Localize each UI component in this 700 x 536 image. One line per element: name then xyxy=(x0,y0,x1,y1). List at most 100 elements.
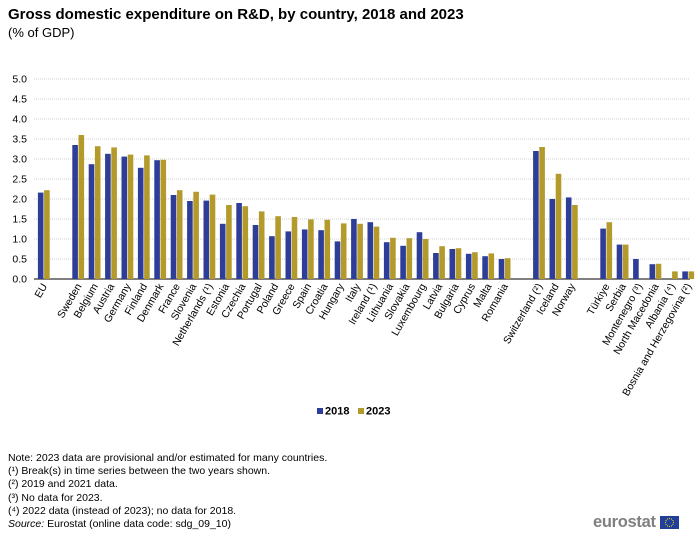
bar-2018 xyxy=(533,151,539,279)
bar-2023 xyxy=(111,147,117,279)
footnote-2: (²) 2019 and 2021 data. xyxy=(8,478,118,491)
bar-2023 xyxy=(606,222,613,279)
logo-text: eurostat xyxy=(593,513,656,531)
bar-2023 xyxy=(539,147,545,279)
bar-2018 xyxy=(72,145,78,279)
bar-2023 xyxy=(504,258,511,279)
bar-2018 xyxy=(498,259,505,279)
bar-2018 xyxy=(682,271,688,279)
bar-2018 xyxy=(433,253,439,279)
bar-2023 xyxy=(688,271,695,279)
bar-2018 xyxy=(616,244,623,279)
footnote-4: (⁴) 2022 data (instead of 2023); no data… xyxy=(8,504,237,517)
y-axis-ticks: 0.0 0.5 1.0 1.5 2.0 2.5 3.0 3.5 4.0 4.5 5.0 xyxy=(12,74,27,286)
bar-2023 xyxy=(622,244,629,279)
bar-2018 xyxy=(121,156,128,279)
flag-star xyxy=(665,519,667,522)
source-line: Source: Eurostat (online data code: sdg_… xyxy=(8,518,327,531)
bar-2018 xyxy=(187,201,193,279)
bar-2023 xyxy=(144,155,150,279)
bar-2023 xyxy=(127,154,134,279)
bar-2018 xyxy=(236,203,242,279)
bar-2023 xyxy=(406,238,413,279)
bar-2023 xyxy=(439,246,445,279)
flag-star xyxy=(664,521,666,524)
eurostat-logo: eurostat xyxy=(593,513,679,532)
flag-star xyxy=(672,519,674,522)
bar-2018 xyxy=(549,199,556,279)
bar-2023 xyxy=(340,223,347,279)
y-tick-label: 4.5 xyxy=(12,94,27,106)
bar-2023 xyxy=(94,146,101,279)
footnote-3: (³) No data for 2023. xyxy=(8,491,103,504)
y-tick-label: 1.0 xyxy=(12,234,27,246)
flag-star xyxy=(668,517,670,520)
bar-2023 xyxy=(258,211,265,279)
y-tick-label: 2.5 xyxy=(12,174,27,186)
bar-2023 xyxy=(291,217,298,279)
bar-2023 xyxy=(193,191,199,279)
flag-star xyxy=(666,525,668,527)
bar-2023 xyxy=(472,252,478,279)
bar-2023 xyxy=(655,263,662,279)
bar-2018 xyxy=(285,231,292,279)
bar-2018 xyxy=(105,153,111,279)
bar-2018 xyxy=(383,242,390,279)
bar-2023 xyxy=(176,190,183,279)
bar-2023 xyxy=(324,219,331,279)
bar-2023 xyxy=(422,239,429,279)
legend-swatch-2023 xyxy=(358,408,364,414)
bar-2023 xyxy=(160,159,167,279)
x-tick-label: EU xyxy=(32,282,50,301)
source-label: Source: xyxy=(8,518,45,531)
y-tick-label: 0.5 xyxy=(12,254,27,266)
x-axis-labels: EU SwedenBelgiumAustriaGermanyFinlandDenm… xyxy=(32,281,694,398)
bar-2023 xyxy=(308,219,314,279)
bar-2023 xyxy=(555,173,562,279)
bar-chart: 0.0 0.5 1.0 1.5 2.0 2.5 3.0 3.5 4.0 4.5 5.0 EU Swed… xyxy=(12,74,695,418)
legend-label-2018: 2018 xyxy=(325,406,349,418)
bar-2018 xyxy=(203,200,210,279)
bar-2023 xyxy=(672,271,678,279)
legend: 2018 2023 xyxy=(317,406,390,418)
y-tick-label: 4.0 xyxy=(12,114,27,126)
bar-2023 xyxy=(44,190,50,279)
bar-2018 xyxy=(301,229,308,279)
bar-2018 xyxy=(170,195,177,279)
chart-title: Gross domestic expenditure on R&D, by co… xyxy=(8,6,464,23)
bar-2023 xyxy=(455,248,462,279)
bar-2023 xyxy=(242,206,249,279)
footnotes: Note: 2023 data are provisional and/or e… xyxy=(8,452,327,531)
bar-2018 xyxy=(482,256,488,279)
bar-2018 xyxy=(88,164,95,279)
chart-subtitle: (% of GDP) xyxy=(8,25,75,40)
bar-2023 xyxy=(373,226,380,279)
bar-2018 xyxy=(334,241,341,279)
bar-2023 xyxy=(572,205,578,279)
bar-2018 xyxy=(154,160,160,279)
footnote-1: (¹) Break(s) in time series between the … xyxy=(8,465,271,478)
eu-flag-icon xyxy=(659,516,679,529)
bar-2018 xyxy=(465,253,472,279)
y-tick-label: 5.0 xyxy=(12,74,27,86)
bar-2018 xyxy=(416,232,423,279)
bar-2023 xyxy=(275,216,281,279)
bar-2018 xyxy=(137,167,144,279)
y-tick-label: 1.5 xyxy=(12,214,27,226)
flag-star xyxy=(665,523,667,526)
bar-2023 xyxy=(226,205,232,279)
flag-star xyxy=(670,518,672,520)
flag-star xyxy=(672,521,674,524)
source-text: Eurostat (online data code: sdg_09_10) xyxy=(44,518,231,531)
bar-2018 xyxy=(649,264,656,279)
bar-2023 xyxy=(488,253,495,279)
y-tick-label: 2.0 xyxy=(12,194,27,206)
flag-star xyxy=(666,518,668,520)
bar-2018 xyxy=(600,228,606,279)
bar-2018 xyxy=(351,219,357,279)
y-tick-label: 0.0 xyxy=(12,274,27,286)
bar-2023 xyxy=(390,237,396,279)
bar-2023 xyxy=(209,194,216,279)
bar-2023 xyxy=(357,223,363,279)
y-tick-label: 3.0 xyxy=(12,154,27,166)
